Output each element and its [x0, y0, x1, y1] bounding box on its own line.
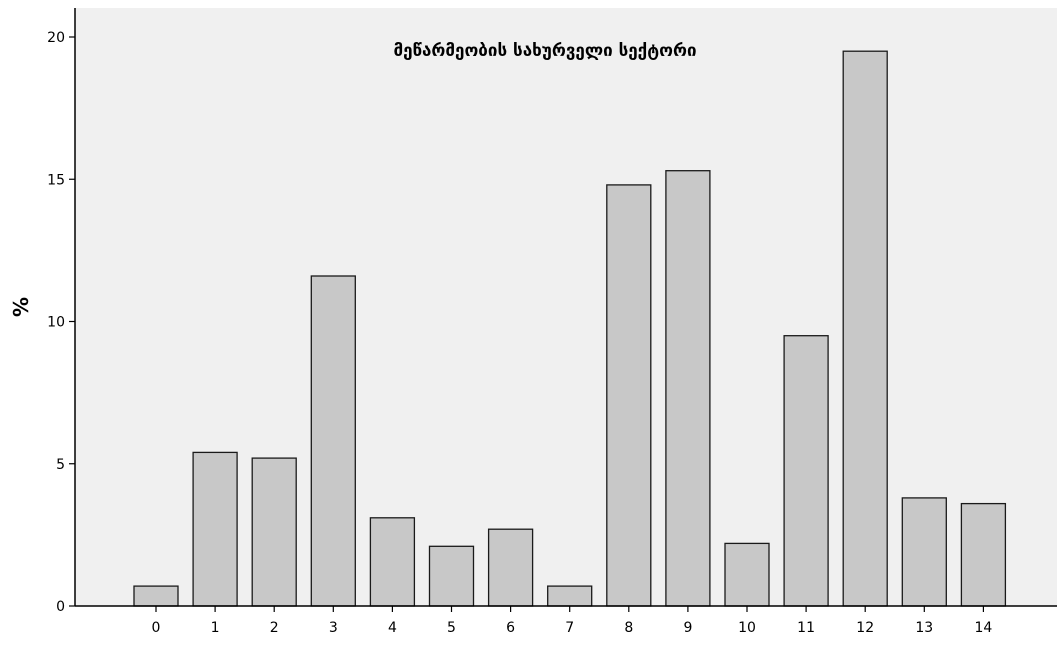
- x-tick-label: 8: [624, 620, 633, 636]
- x-tick-label: 10: [738, 620, 756, 636]
- x-tick-label: 1: [211, 620, 220, 636]
- x-tick-label: 13: [915, 620, 933, 636]
- x-tick-label: 0: [152, 620, 161, 636]
- plot-area: [75, 8, 1057, 606]
- bar-0: [133, 585, 179, 607]
- bar-8: [606, 184, 652, 607]
- x-tick-label: 4: [388, 620, 397, 636]
- y-tick-label: 5: [56, 457, 65, 473]
- x-tick-label: 12: [856, 620, 874, 636]
- bar-4: [369, 517, 416, 607]
- y-tick-label: 15: [47, 172, 65, 188]
- bar-13: [901, 497, 947, 607]
- x-tick-label: 5: [447, 620, 456, 636]
- x-tick-label: 11: [797, 620, 815, 636]
- y-axis-label: %: [9, 297, 33, 317]
- bar-2: [251, 457, 297, 607]
- x-tick-label: 9: [683, 620, 692, 636]
- x-tick-label: 7: [565, 620, 574, 636]
- x-tick-label: 6: [506, 620, 515, 636]
- bar-7: [547, 585, 593, 607]
- y-tick-label: 20: [47, 30, 65, 46]
- bar-5: [428, 545, 475, 607]
- bar-1: [192, 451, 238, 607]
- bar-9: [665, 170, 711, 607]
- bar-11: [783, 335, 829, 607]
- x-tick-label: 3: [329, 620, 338, 636]
- x-tick-label: 2: [270, 620, 279, 636]
- bars-layer: [133, 50, 1007, 607]
- y-tick-label: 0: [56, 599, 65, 615]
- x-tick-label: 14: [974, 620, 992, 636]
- y-tick-label: 10: [47, 315, 65, 331]
- bar-12: [842, 50, 888, 607]
- bar-6: [487, 528, 534, 607]
- bar-3: [310, 275, 356, 607]
- bar-14: [960, 502, 1007, 607]
- chart-title: მეწარმეობის სახურველი სექტორი: [393, 41, 696, 61]
- bar-10: [724, 542, 770, 607]
